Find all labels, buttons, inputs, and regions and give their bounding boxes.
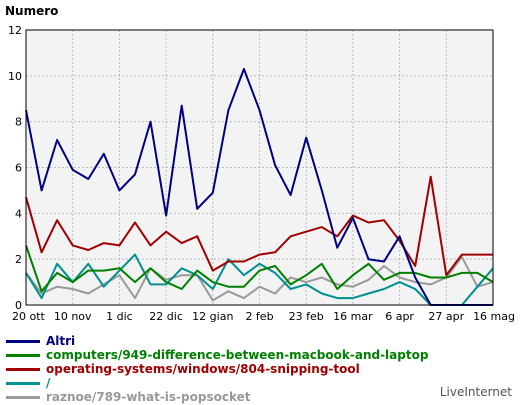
y-tick-label: 0 (15, 299, 22, 312)
legend-item: / (6, 376, 50, 390)
y-tick-label: 4 (15, 207, 22, 220)
x-tick-label: 1 dic (106, 310, 133, 323)
legend-item: operating-systems/windows/804-snipping-t… (6, 362, 360, 376)
x-tick-label: 22 dic (149, 310, 183, 323)
legend-label: operating-systems/windows/804-snipping-t… (46, 362, 360, 376)
x-tick-label: 12 gian (192, 310, 233, 323)
series-line (25, 245, 494, 293)
legend-item: computers/949-difference-between-macbook… (6, 348, 428, 362)
y-tick-label: 8 (15, 116, 22, 129)
legend-swatch (6, 367, 40, 371)
x-tick-labels: 20 ott 10 nov 1 dic 22 dic 12 gian 2 feb 23 fe… (12, 310, 515, 323)
legend-label: Altri (46, 334, 76, 348)
legend-swatch (6, 339, 40, 343)
legend-label: computers/949-difference-between-macbook… (46, 348, 429, 362)
series-line (25, 68, 493, 306)
x-tick-label: 23 feb (289, 310, 324, 323)
grid-lines (26, 29, 493, 306)
x-tick-label: 16 mar (333, 310, 373, 323)
legend-label: raznoe/789-what-is-popsocket (46, 390, 251, 404)
x-tick-label: 6 apr (385, 310, 414, 323)
legend-item: Altri (6, 334, 75, 348)
plot-frame (25, 29, 494, 306)
series-lines (25, 68, 494, 306)
y-axis-label: Numero (5, 4, 58, 18)
y-tick-label: 2 (15, 253, 22, 266)
x-tick-label: 16 mag (473, 310, 515, 323)
x-tick-label: 27 apr (428, 310, 464, 323)
series-line (25, 175, 493, 277)
legend-label: / (46, 376, 51, 390)
y-tick-label: 12 (8, 24, 22, 37)
series-line (25, 253, 494, 306)
series-line (25, 255, 494, 302)
x-tick-label: 20 ott (12, 310, 46, 323)
legend-swatch (6, 395, 40, 399)
x-tick-label: 10 nov (54, 310, 92, 323)
y-tick-label: 6 (15, 162, 22, 175)
y-tick-labels: 0 2 4 6 8 10 12 (8, 24, 22, 312)
line-chart: 0 2 4 6 8 10 12 20 ott 10 nov 1 dic 22 dic 12 gian… (5, 4, 515, 323)
legend-item: raznoe/789-what-is-popsocket (6, 390, 250, 404)
legend-swatch (6, 381, 40, 385)
y-tick-label: 10 (8, 70, 22, 83)
x-tick-label: 2 feb (245, 310, 273, 323)
watermark-text: LiveInternet (439, 385, 512, 399)
legend-swatch (6, 353, 40, 357)
